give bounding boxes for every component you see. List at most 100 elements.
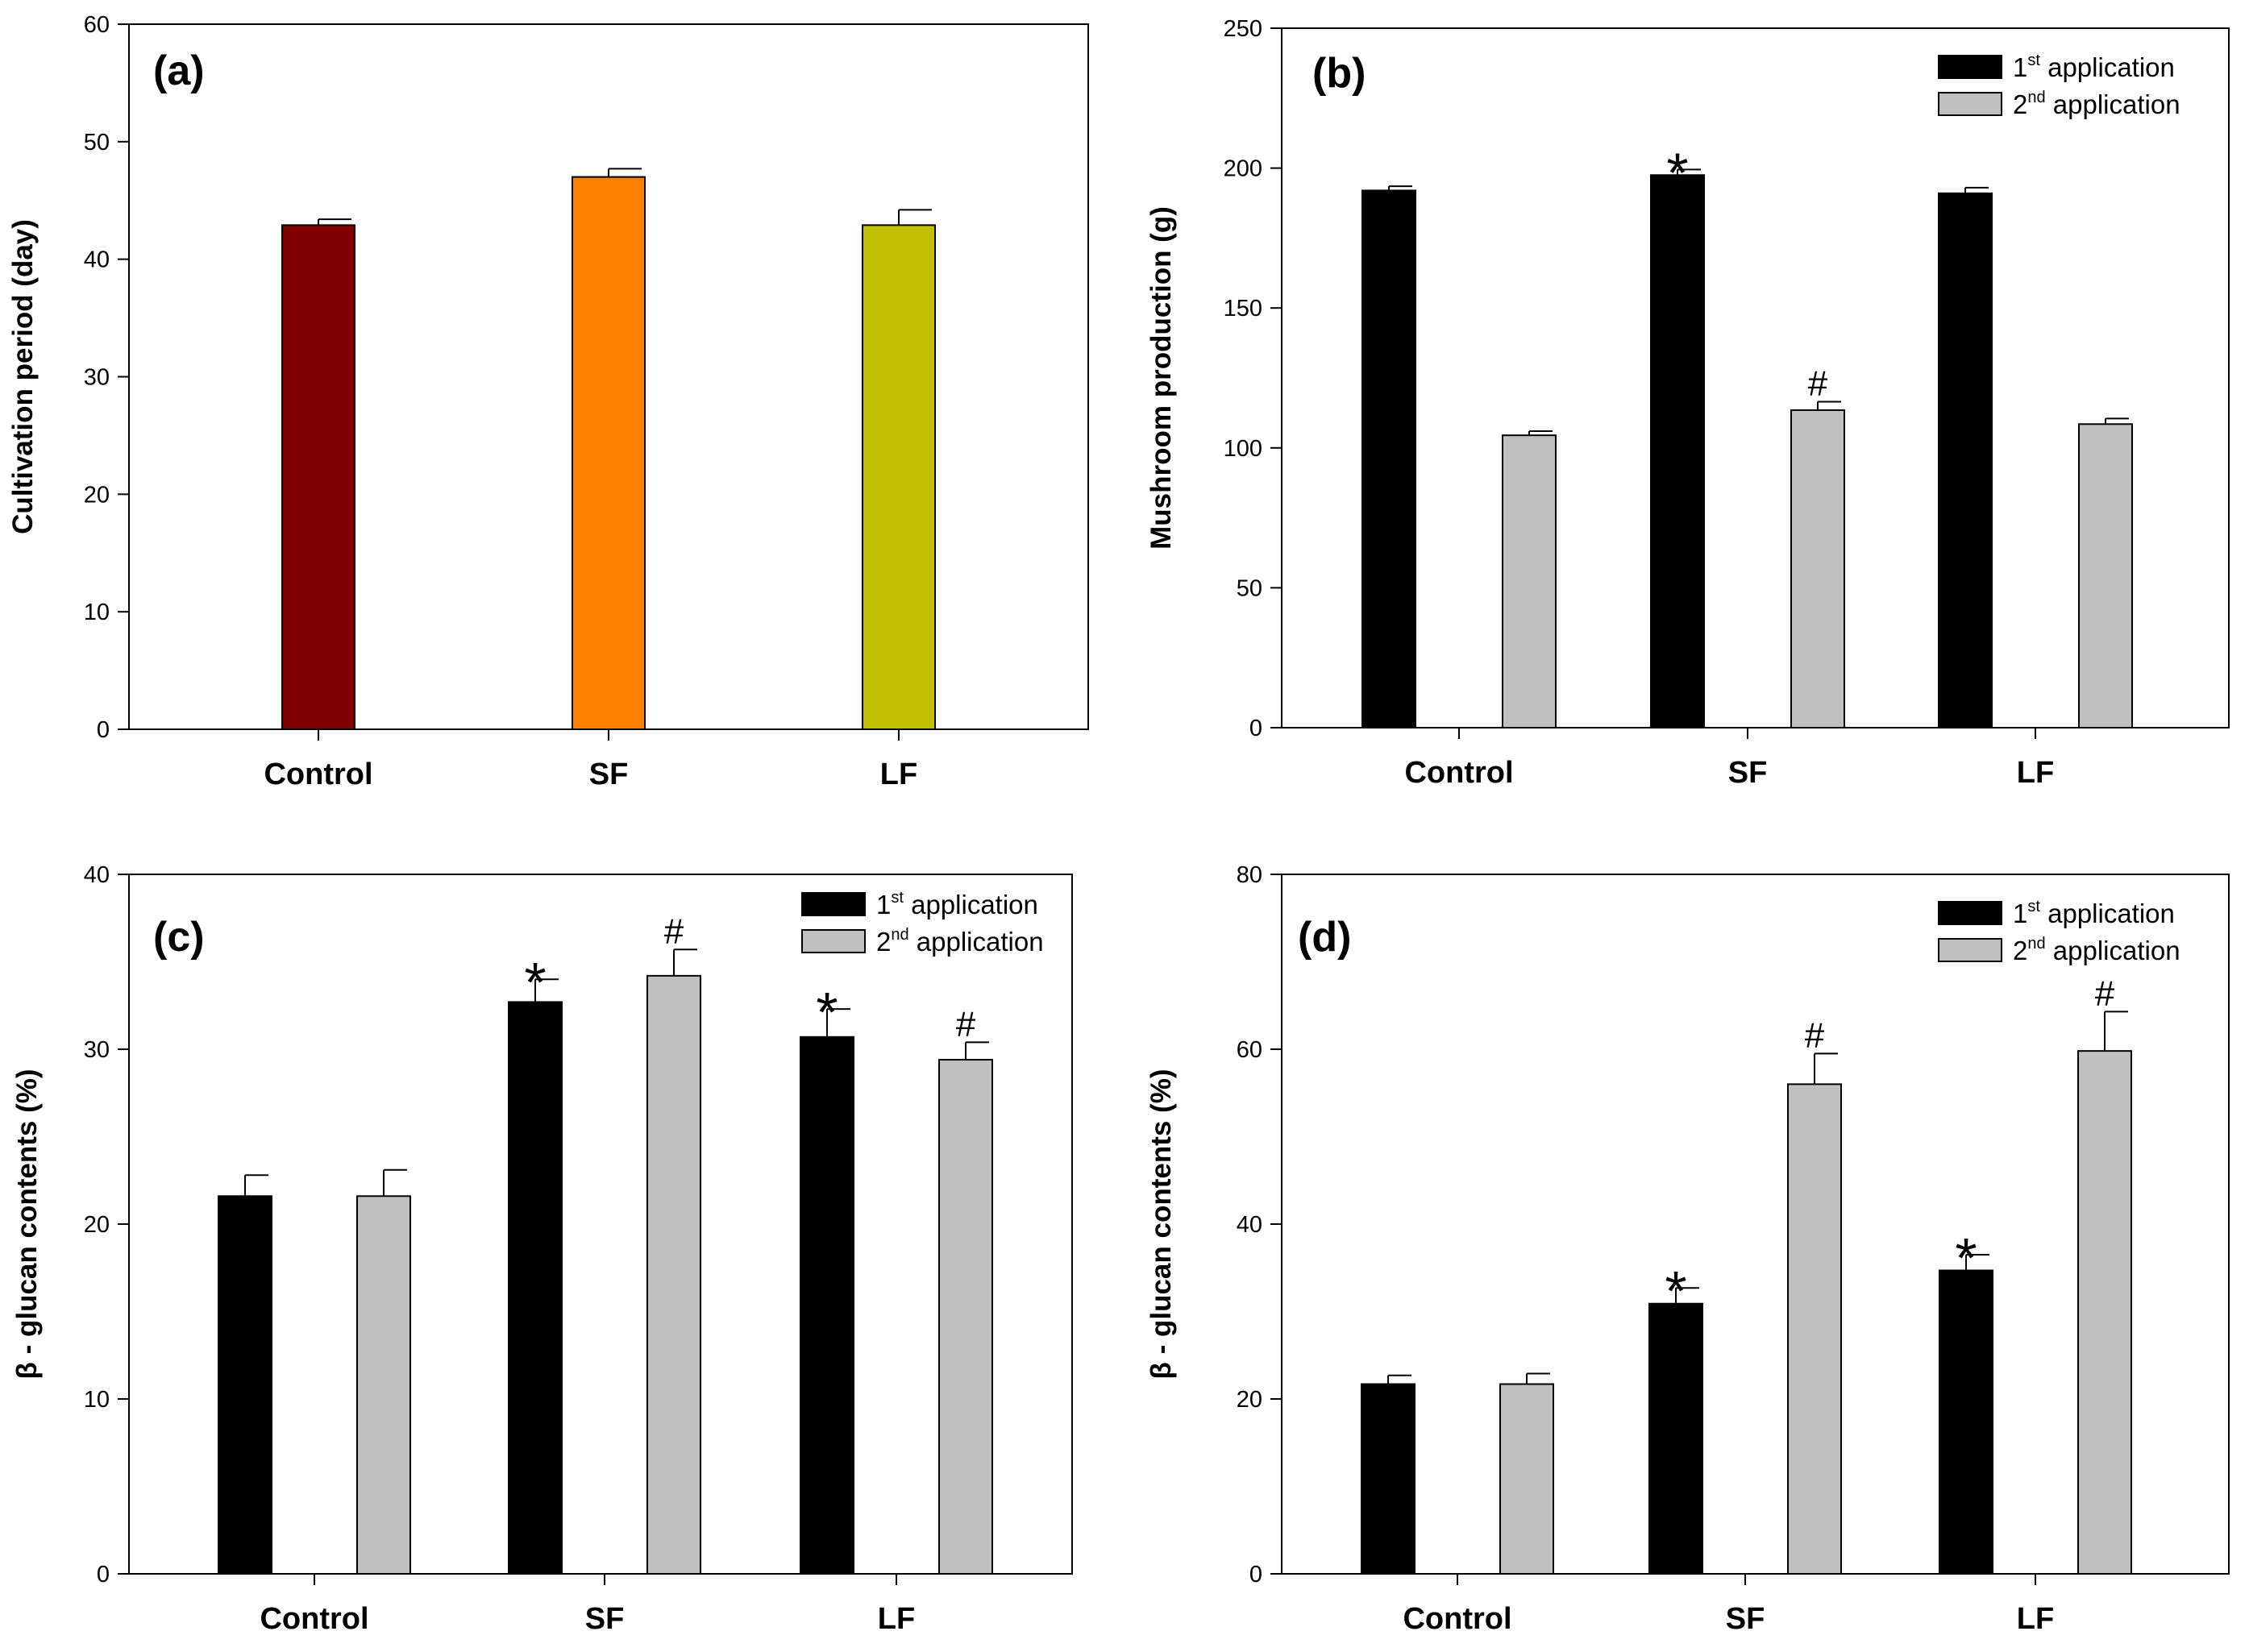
legend-swatch: [1938, 901, 2002, 925]
legend-number: 1: [2013, 899, 2027, 928]
legend-number: 1: [2013, 52, 2027, 82]
y-tick-label: 20: [84, 1212, 110, 1238]
x-category-label: Control: [1403, 1602, 1511, 1636]
y-axis-title: Cultivation period (day): [7, 219, 39, 534]
bar: [800, 1036, 854, 1575]
y-tick-label: 40: [84, 862, 110, 888]
legend-rest: application: [909, 927, 1044, 957]
y-tick-label: 60: [1237, 1037, 1262, 1063]
bar: [1499, 1383, 1554, 1575]
y-tick-label: 250: [1224, 16, 1262, 42]
legend-label: 2nd application: [2013, 935, 2180, 965]
y-tick-label: 10: [84, 1387, 110, 1413]
bar: [1648, 1302, 1703, 1575]
significance-hash: #: [1808, 364, 1828, 404]
y-tick-label: 150: [1224, 296, 1262, 322]
chart-panel-a: 0 10 20 30 40 50 60 Control SF LF Cultivation peri…: [7, 12, 1089, 791]
chart-panel-d: 0 20 40 60 80 Control SF LF β - glucan contents …: [1145, 862, 2230, 1636]
y-tick-label: 50: [1237, 575, 1262, 601]
legend-superscript: nd: [2027, 935, 2045, 953]
y-axis-title: β - glucan contents (%): [1145, 1069, 1177, 1380]
y-tick-label: 40: [84, 247, 110, 273]
bar: [1361, 189, 1416, 729]
y-tick-label: 20: [1237, 1387, 1262, 1413]
legend-superscript: nd: [2027, 89, 2045, 106]
x-category-label: SF: [1728, 756, 1768, 790]
x-category-label: Control: [260, 1602, 368, 1636]
y-tick-label: 10: [84, 600, 110, 625]
bar: [1650, 174, 1705, 728]
legend-rest: application: [2046, 89, 2180, 119]
bar: [508, 1001, 563, 1575]
y-tick-label: 30: [84, 365, 110, 391]
significance-star: *: [816, 981, 838, 1044]
y-tick-label: 0: [1249, 1562, 1262, 1588]
y-tick-label: 0: [1249, 716, 1262, 741]
x-category-label: Control: [264, 758, 372, 791]
significance-star: *: [1666, 141, 1688, 204]
y-axis-title: Mushroom production (g): [1145, 206, 1177, 550]
significance-hash: #: [1805, 1015, 1825, 1055]
legend-number: 1: [876, 890, 891, 919]
legend-swatch: [801, 892, 866, 916]
legend-label: 2nd application: [876, 926, 1044, 957]
x-category-label: LF: [880, 758, 917, 791]
significance-hash: #: [2095, 973, 2115, 1013]
legend-rest: application: [2040, 52, 2175, 82]
y-tick-label: 100: [1224, 436, 1262, 462]
legend-swatch: [1938, 92, 2002, 116]
legend-label: 1st application: [2013, 52, 2175, 82]
y-tick-label: 40: [1237, 1212, 1262, 1238]
bar: [2078, 423, 2133, 729]
y-axis-title: β - glucan contents (%): [11, 1069, 43, 1380]
bar: [862, 224, 936, 730]
x-category-label: LF: [2017, 756, 2054, 790]
panel-label: (a): [153, 48, 205, 94]
bar: [1790, 409, 1845, 728]
bar: [1938, 192, 1993, 728]
chart-panel-b: 0 50 100 150 200 250 Control SF LF Mushroom produ…: [1145, 16, 2230, 790]
plot-frame: [1281, 27, 2230, 728]
legend-swatch: [801, 929, 866, 953]
y-tick-label: 50: [84, 130, 110, 156]
y-tick-label: 30: [84, 1037, 110, 1063]
bar: [646, 974, 701, 1575]
legend-rest: application: [904, 890, 1038, 919]
significance-star: *: [524, 951, 546, 1014]
x-category-label: LF: [878, 1602, 915, 1636]
legend-label: 1st application: [876, 889, 1038, 919]
x-category-label: SF: [1726, 1602, 1765, 1636]
bar: [218, 1195, 272, 1575]
legend-label: 1st application: [2013, 898, 2175, 928]
bar: [572, 176, 646, 731]
y-tick-label: 80: [1237, 862, 1262, 888]
bar: [938, 1059, 993, 1575]
x-category-label: SF: [585, 1602, 625, 1636]
panel-label: (d): [1298, 914, 1351, 961]
y-tick-label: 20: [84, 482, 110, 508]
significance-star: *: [1955, 1227, 1977, 1289]
x-category-label: LF: [2017, 1602, 2054, 1636]
legend-superscript: nd: [891, 926, 908, 944]
legend-label: 2nd application: [2013, 89, 2180, 119]
bar: [356, 1195, 411, 1575]
y-tick-label: 200: [1224, 156, 1262, 182]
bar: [281, 224, 355, 730]
bar: [2077, 1050, 2132, 1575]
legend-number: 2: [876, 927, 891, 957]
legend-superscript: st: [2027, 52, 2040, 69]
legend-swatch: [1938, 938, 2002, 962]
significance-hash: #: [664, 911, 684, 951]
bar: [1361, 1383, 1415, 1575]
legend-superscript: st: [891, 889, 904, 907]
legend-number: 2: [2013, 89, 2027, 119]
legend-rest: application: [2046, 936, 2180, 965]
legend-number: 2: [2013, 936, 2027, 965]
bar: [1502, 434, 1557, 729]
panel-label: (b): [1312, 50, 1366, 97]
legend-swatch: [1938, 55, 2002, 79]
x-category-label: SF: [589, 758, 629, 791]
significance-star: *: [1665, 1260, 1686, 1322]
legend-superscript: st: [2027, 898, 2040, 915]
